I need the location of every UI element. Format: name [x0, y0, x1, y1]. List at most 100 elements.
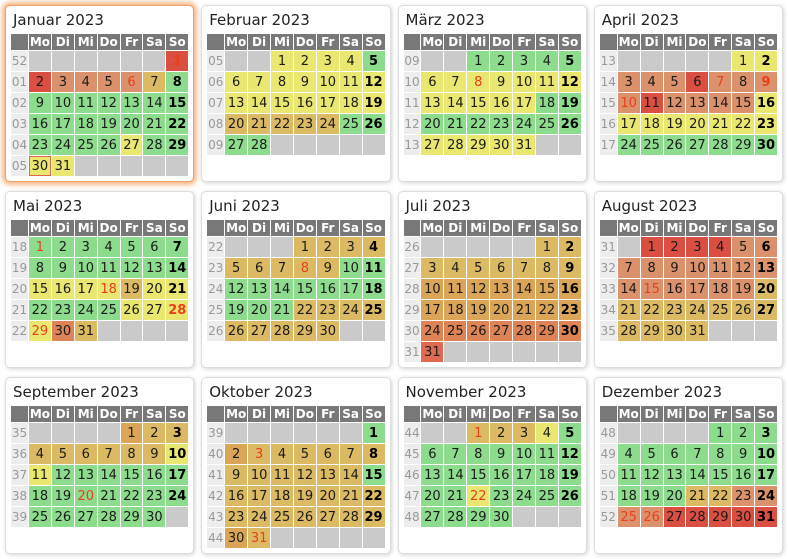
day-cell[interactable]: 1: [28, 237, 51, 257]
day-cell[interactable]: 7: [444, 444, 467, 464]
day-cell[interactable]: 22: [467, 486, 490, 506]
day-cell[interactable]: 28: [248, 135, 271, 155]
day-cell[interactable]: 7: [166, 237, 189, 257]
day-cell[interactable]: 30: [755, 135, 777, 155]
day-cell[interactable]: 30: [490, 135, 513, 155]
day-cell[interactable]: 13: [225, 93, 248, 113]
day-cell[interactable]: 26: [97, 135, 120, 155]
day-cell[interactable]: 30: [51, 321, 74, 341]
day-cell[interactable]: 14: [444, 93, 467, 113]
day-cell[interactable]: 24: [51, 135, 74, 155]
day-cell[interactable]: 22: [28, 300, 51, 320]
day-cell[interactable]: 26: [558, 486, 581, 506]
day-cell[interactable]: 25: [362, 300, 385, 320]
day-cell[interactable]: 17: [248, 486, 271, 506]
day-cell[interactable]: 28: [339, 507, 362, 527]
day-cell[interactable]: 20: [490, 300, 513, 320]
day-cell[interactable]: 4: [444, 258, 467, 278]
day-cell[interactable]: 18: [97, 279, 120, 299]
day-cell[interactable]: 30: [558, 321, 581, 341]
day-cell[interactable]: 3: [316, 51, 339, 71]
day-cell[interactable]: 18: [617, 486, 640, 506]
day-cell[interactable]: 21: [271, 300, 293, 320]
day-cell[interactable]: 4: [97, 237, 120, 257]
day-cell[interactable]: 15: [535, 279, 558, 299]
day-cell[interactable]: 29: [732, 135, 755, 155]
day-cell[interactable]: 17: [74, 279, 97, 299]
day-cell[interactable]: 4: [74, 72, 97, 92]
day-cell[interactable]: 10: [686, 258, 709, 278]
day-cell[interactable]: 23: [732, 486, 755, 506]
day-cell[interactable]: 22: [166, 114, 189, 134]
day-cell[interactable]: 23: [293, 114, 316, 134]
day-cell[interactable]: 26: [225, 321, 248, 341]
day-cell[interactable]: 29: [709, 507, 732, 527]
day-cell[interactable]: 20: [225, 114, 248, 134]
day-cell[interactable]: 14: [143, 93, 166, 113]
day-cell[interactable]: 28: [709, 135, 732, 155]
day-cell[interactable]: 16: [51, 279, 74, 299]
day-cell[interactable]: 1: [709, 423, 732, 443]
day-cell[interactable]: 27: [421, 507, 444, 527]
day-cell[interactable]: 16: [755, 93, 777, 113]
day-cell[interactable]: 2: [490, 423, 513, 443]
day-cell[interactable]: 2: [316, 237, 339, 257]
day-cell[interactable]: 18: [74, 114, 97, 134]
day-cell[interactable]: 30: [663, 321, 686, 341]
day-cell[interactable]: 17: [513, 465, 535, 485]
day-cell[interactable]: 6: [316, 444, 339, 464]
day-cell[interactable]: 10: [421, 279, 444, 299]
day-cell[interactable]: 11: [535, 72, 558, 92]
day-cell[interactable]: 23: [755, 114, 777, 134]
day-cell[interactable]: 14: [248, 93, 271, 113]
day-cell[interactable]: 1: [535, 237, 558, 257]
day-cell[interactable]: 22: [732, 114, 755, 134]
day-cell[interactable]: 10: [513, 72, 535, 92]
day-cell[interactable]: 24: [755, 486, 777, 506]
day-cell[interactable]: 6: [663, 444, 686, 464]
day-cell[interactable]: 17: [316, 93, 339, 113]
day-cell[interactable]: 9: [490, 72, 513, 92]
day-cell[interactable]: 8: [535, 258, 558, 278]
day-cell[interactable]: 18: [640, 114, 663, 134]
day-cell[interactable]: 13: [755, 258, 777, 278]
day-cell[interactable]: 27: [663, 507, 686, 527]
day-cell[interactable]: 20: [686, 114, 709, 134]
day-cell[interactable]: 8: [640, 258, 663, 278]
day-cell[interactable]: 22: [120, 486, 143, 506]
day-cell[interactable]: 25: [271, 507, 293, 527]
day-cell[interactable]: 25: [640, 135, 663, 155]
day-cell[interactable]: 14: [617, 279, 640, 299]
day-cell[interactable]: 19: [640, 486, 663, 506]
day-cell[interactable]: 3: [421, 258, 444, 278]
day-cell[interactable]: 20: [316, 486, 339, 506]
day-cell[interactable]: 11: [74, 93, 97, 113]
day-cell[interactable]: 24: [166, 486, 189, 506]
day-cell[interactable]: 23: [225, 507, 248, 527]
day-cell[interactable]: 27: [248, 321, 271, 341]
day-cell[interactable]: 29: [467, 507, 490, 527]
day-cell[interactable]: 3: [74, 237, 97, 257]
day-cell[interactable]: 20: [74, 486, 97, 506]
day-cell[interactable]: 14: [97, 465, 120, 485]
day-cell[interactable]: 19: [51, 486, 74, 506]
day-cell[interactable]: 31: [686, 321, 709, 341]
day-cell[interactable]: 13: [74, 465, 97, 485]
day-cell[interactable]: 24: [513, 114, 535, 134]
day-cell[interactable]: 13: [421, 465, 444, 485]
day-cell[interactable]: 8: [362, 444, 385, 464]
day-cell[interactable]: 5: [558, 51, 581, 71]
day-cell[interactable]: 21: [686, 486, 709, 506]
day-cell[interactable]: 23: [490, 486, 513, 506]
day-cell[interactable]: 4: [535, 423, 558, 443]
day-cell[interactable]: 12: [558, 444, 581, 464]
day-cell[interactable]: 6: [686, 72, 709, 92]
day-cell[interactable]: 3: [248, 444, 271, 464]
day-cell[interactable]: 7: [444, 72, 467, 92]
day-cell[interactable]: 19: [97, 114, 120, 134]
day-cell[interactable]: 1: [640, 237, 663, 257]
day-cell[interactable]: 4: [271, 444, 293, 464]
day-cell[interactable]: 10: [513, 444, 535, 464]
day-cell[interactable]: 5: [120, 237, 143, 257]
day-cell[interactable]: 3: [686, 237, 709, 257]
